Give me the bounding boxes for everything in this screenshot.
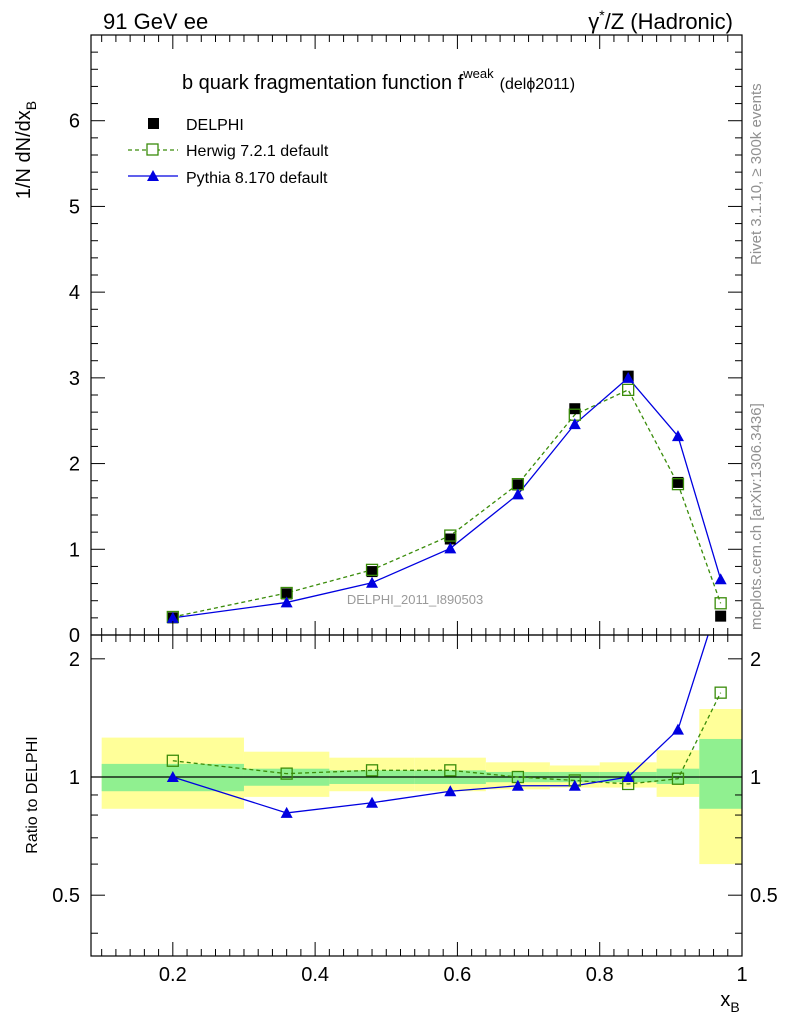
pythia-point-7 <box>671 723 684 735</box>
x-tick-label: 0.2 <box>159 964 187 986</box>
herwig-ratio-line <box>172 692 722 785</box>
pythia-point-6 <box>622 771 635 783</box>
pythia-point-3 <box>444 542 457 554</box>
delphi-point-3 <box>444 533 456 545</box>
main-ytick-label: 0 <box>69 625 80 647</box>
pythia-point-2 <box>366 576 379 588</box>
main-title: b quark fragmentation function fweak (del… <box>182 66 575 94</box>
pythia-point-5 <box>568 418 581 430</box>
delphi-point-7 <box>672 476 684 488</box>
herwig-point-8 <box>714 597 727 610</box>
x-axis-label-sub: B <box>730 999 739 1015</box>
ratio-ytick-label-left: 2 <box>69 649 80 671</box>
legend-marker-herwig <box>146 143 159 156</box>
herwig-point-3 <box>444 529 457 542</box>
herwig-point-0 <box>166 754 179 767</box>
main-panel: 0 1 2 3 4 5 6 b quark fragmentation function f… <box>13 34 743 647</box>
rivet-side-text: Rivet 3.1.10, ≥ 300k events <box>748 83 765 265</box>
main-ytick-label: 2 <box>69 454 80 476</box>
main-ytick-label: 6 <box>69 111 80 133</box>
header-right-prefix: γ <box>588 9 599 34</box>
main-ytick-label: 3 <box>69 368 80 390</box>
x-tick-label: 0.8 <box>586 964 614 986</box>
main-ytick-label: 1 <box>69 539 80 561</box>
pythia-point-2 <box>366 796 379 808</box>
pythia-point-0 <box>166 771 179 783</box>
ratio-ytick-label-right: 1 <box>750 767 761 789</box>
ratio-ytick-label-left: 0.5 <box>52 885 80 907</box>
pythia-point-1 <box>280 596 293 608</box>
ratio-ytick-label-left: 1 <box>69 767 80 789</box>
x-tick-label: 1 <box>736 964 747 986</box>
herwig-point-8 <box>714 686 727 699</box>
herwig-point-7 <box>671 477 685 491</box>
header-right-suffix: /Z (Hadronic) <box>605 9 733 34</box>
main-ylabel: 1/N dN/dxB <box>13 101 39 199</box>
x-axis-label-text: x <box>720 989 730 1011</box>
herwig-point-6 <box>622 383 635 397</box>
herwig-point-3 <box>444 764 457 777</box>
pythia-point-7 <box>671 430 684 442</box>
herwig-main-line <box>172 389 722 618</box>
ratio-ytick-label-right: 2 <box>750 649 761 671</box>
pythia-point-6 <box>622 371 635 383</box>
main-title-text: b quark fragmentation function f <box>182 72 464 94</box>
herwig-point-1 <box>280 767 293 780</box>
legend-marker-delphi <box>148 118 159 129</box>
legend-marker-pythia <box>147 170 159 181</box>
legend: DELPHI Herwig 7.2.1 default Pythia 8.170… <box>128 117 329 187</box>
delphi-point-8 <box>715 610 727 622</box>
legend-label-herwig: Herwig 7.2.1 default <box>186 143 329 160</box>
pythia-point-5 <box>568 779 581 791</box>
x-tick-label: 0.4 <box>301 964 329 986</box>
header-left: 91 GeV ee <box>103 9 208 34</box>
main-ylabel-text: 1/N dN/dx <box>13 110 35 199</box>
ratio-band-inner-7 <box>656 768 700 784</box>
pythia-point-4 <box>511 779 524 791</box>
header-right: γ*/Z (Hadronic) <box>588 7 733 34</box>
delphi-point-4 <box>512 479 524 491</box>
herwig-point-2 <box>365 563 379 577</box>
header-right-sup: * <box>599 7 605 23</box>
ratio-ylabel: Ratio to DELPHI <box>24 736 41 853</box>
main-title-sup: weak <box>462 66 494 81</box>
legend-label-delphi: DELPHI <box>186 117 244 134</box>
main-title-tag: (delϕ2011) <box>500 76 575 93</box>
watermark: DELPHI_2011_I890503 <box>347 592 483 607</box>
herwig-point-2 <box>365 764 379 777</box>
ratio-band-inner-8 <box>699 738 742 809</box>
delphi-point-1 <box>281 588 293 600</box>
x-tick-label: 0.6 <box>444 964 472 986</box>
herwig-point-7 <box>671 772 685 785</box>
ratio-panel: 0.5 0.5 1 1 2 2 0.2 0.4 0.6 0.8 1 Ratio to DELPHI… <box>24 634 778 1015</box>
pythia-point-1 <box>280 806 293 818</box>
main-ytick-label: 5 <box>69 196 80 218</box>
pythia-point-3 <box>444 785 457 797</box>
x-axis-label: xB <box>720 989 739 1015</box>
legend-label-pythia: Pythia 8.170 default <box>186 170 328 187</box>
pythia-point-0 <box>166 611 179 623</box>
pythia-main-line <box>172 376 722 619</box>
pythia-point-4 <box>511 488 524 500</box>
ratio-frame <box>90 634 743 957</box>
mcplots-side-text: mcplots.cern.ch [arXiv:1306.3436] <box>748 403 765 630</box>
main-ytick-label: 4 <box>69 282 80 304</box>
pythia-point-8 <box>714 573 727 585</box>
main-ylabel-sub: B <box>23 101 39 110</box>
delphi-point-2 <box>366 566 378 578</box>
ratio-ytick-label-right: 0.5 <box>750 885 778 907</box>
